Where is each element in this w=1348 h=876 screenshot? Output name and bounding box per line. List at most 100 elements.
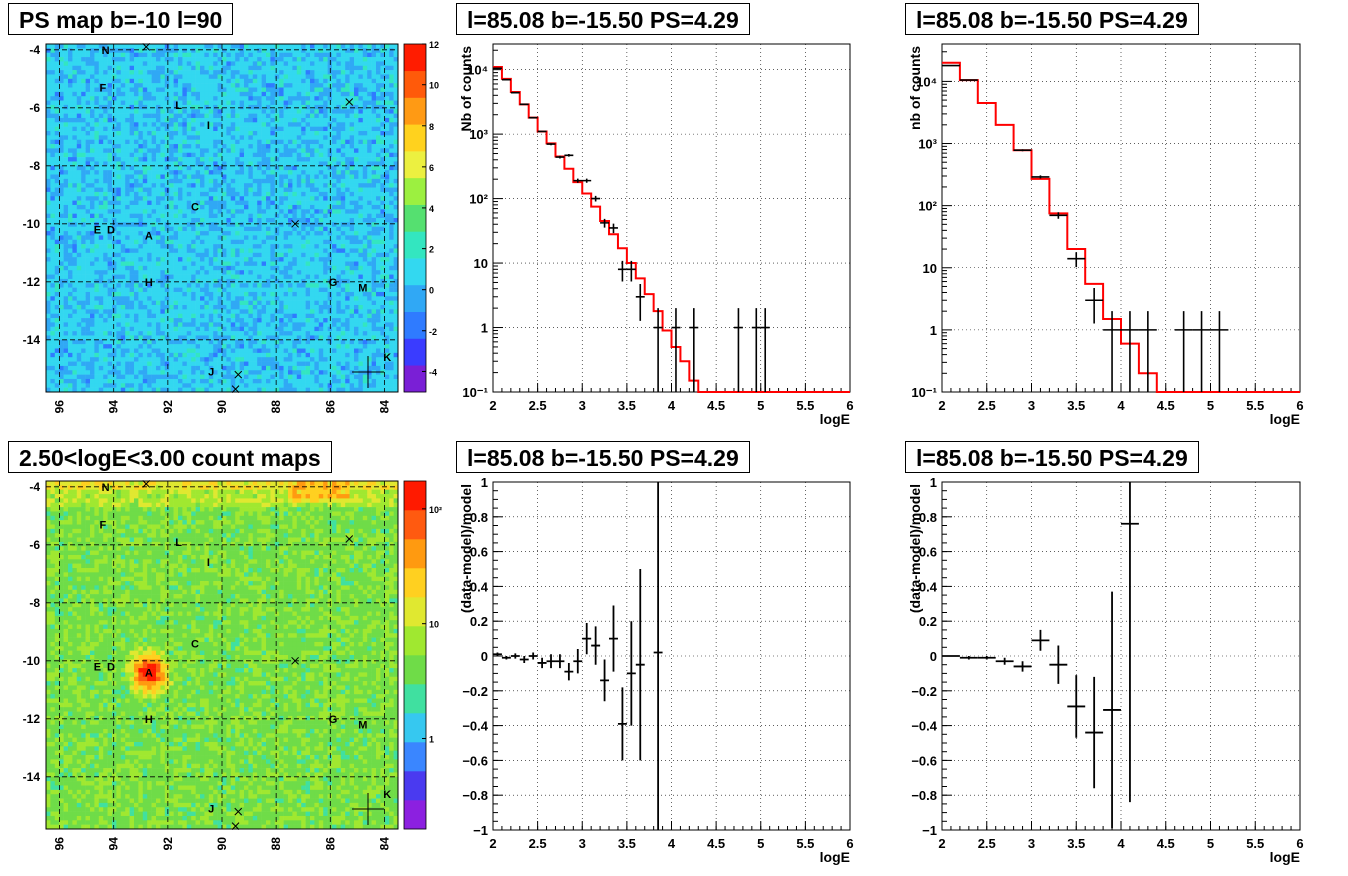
psmap-cell <box>305 131 311 136</box>
psmap-cell <box>248 252 254 258</box>
psmap-cell <box>200 204 205 210</box>
psmap-cell <box>266 157 271 162</box>
psmap-cell <box>186 91 192 97</box>
psmap-cell <box>76 270 82 275</box>
psmap-cell <box>63 318 69 323</box>
psmap-cell <box>120 218 126 223</box>
psmap-cell <box>191 309 196 314</box>
psmap-cell <box>248 126 254 132</box>
psmap-cell <box>283 300 289 306</box>
psmap-cell <box>257 274 262 280</box>
psmap-cell <box>125 231 130 236</box>
psmap-cell <box>116 374 122 380</box>
psmap-cell <box>164 96 170 101</box>
psmap-cell <box>164 257 170 262</box>
psmap-cell <box>63 383 69 388</box>
psmap-cell <box>270 161 276 167</box>
psmap-cell <box>125 296 130 301</box>
psmap-cell <box>142 122 148 127</box>
psmap-cell <box>59 248 64 254</box>
psmap-cell <box>116 231 122 236</box>
psmap-cell <box>107 200 113 206</box>
psmap-cell <box>81 117 86 123</box>
psmap-cell <box>151 235 157 241</box>
psmap-cell <box>164 44 170 49</box>
psmap-cell <box>156 370 161 375</box>
psmap-cell <box>76 165 82 171</box>
psmap-cell <box>186 165 192 171</box>
psmap-cell <box>46 61 51 67</box>
psmap-cell <box>314 96 320 101</box>
psmap-cell <box>90 191 95 197</box>
psmap-cell <box>169 370 174 375</box>
psmap-cell <box>279 78 284 84</box>
psmap-cell <box>125 131 130 136</box>
psmap-cell <box>173 365 179 371</box>
psmap-cell <box>195 157 201 162</box>
psmap-cell <box>147 135 152 140</box>
psmap-cell <box>63 117 69 123</box>
psmap-cell <box>226 196 232 201</box>
psmap-cell <box>85 83 91 88</box>
psmap-cell <box>310 361 315 367</box>
psmap-cell <box>296 109 302 114</box>
psmap-cell <box>98 65 104 71</box>
psmap-cell <box>156 309 161 314</box>
psmap-cell <box>142 87 148 93</box>
psmap-cell <box>81 100 86 106</box>
psmap-cell <box>107 109 113 114</box>
psmap-cell <box>279 378 284 384</box>
psmap-cell <box>235 83 240 88</box>
psmap-cell <box>63 161 69 167</box>
psmap-cell <box>112 144 117 149</box>
psmap-cell <box>68 65 73 71</box>
psmap-cell <box>120 139 126 145</box>
psmap-cell <box>169 48 174 53</box>
psmap-cell <box>266 139 271 145</box>
psmap-cell <box>59 196 64 201</box>
psmap-cell <box>222 378 227 384</box>
psmap-cell <box>217 87 223 93</box>
psmap-cell <box>68 387 73 393</box>
psmap-cell <box>208 387 214 393</box>
psmap-cell <box>191 178 196 184</box>
psmap-cell <box>72 326 78 332</box>
psmap-cell <box>178 91 183 97</box>
psmap-cell <box>107 196 113 201</box>
psmap-cell <box>46 265 51 271</box>
psmap-cell <box>204 322 210 328</box>
psmap-cell <box>257 161 262 167</box>
psmap-cell <box>314 57 320 62</box>
psmap-cell <box>292 261 298 267</box>
psmap-cell <box>235 318 240 323</box>
psmap-cell <box>200 296 205 301</box>
psmap-cell <box>261 78 267 84</box>
psmap-cell <box>76 178 82 184</box>
psmap-cell <box>296 65 302 71</box>
psmap-cell <box>266 313 271 319</box>
psmap-cell <box>46 278 51 284</box>
psmap-cell <box>54 231 60 236</box>
psmap-cell <box>274 178 280 184</box>
psmap-cell <box>274 126 280 132</box>
psmap-cell <box>182 296 188 301</box>
psmap-cell <box>151 270 157 275</box>
psmap-cell <box>270 170 276 175</box>
psmap-cell <box>288 222 293 227</box>
psmap-cell <box>213 231 218 236</box>
psmap-cell <box>59 331 64 336</box>
psmap-cell <box>230 165 236 171</box>
psmap-cell <box>116 204 122 210</box>
psmap-cell <box>310 370 315 375</box>
psmap-cell <box>252 287 258 293</box>
psmap-cell <box>63 83 69 88</box>
psmap-cell <box>134 148 139 154</box>
psmap-cell <box>147 144 152 149</box>
psmap-cell <box>191 270 196 275</box>
psmap-cell <box>288 287 293 293</box>
psmap-cell <box>182 248 188 254</box>
psmap-cell <box>252 257 258 262</box>
psmap-cell <box>98 52 104 58</box>
psmap-cell <box>142 348 148 354</box>
psmap-cell <box>50 331 56 336</box>
